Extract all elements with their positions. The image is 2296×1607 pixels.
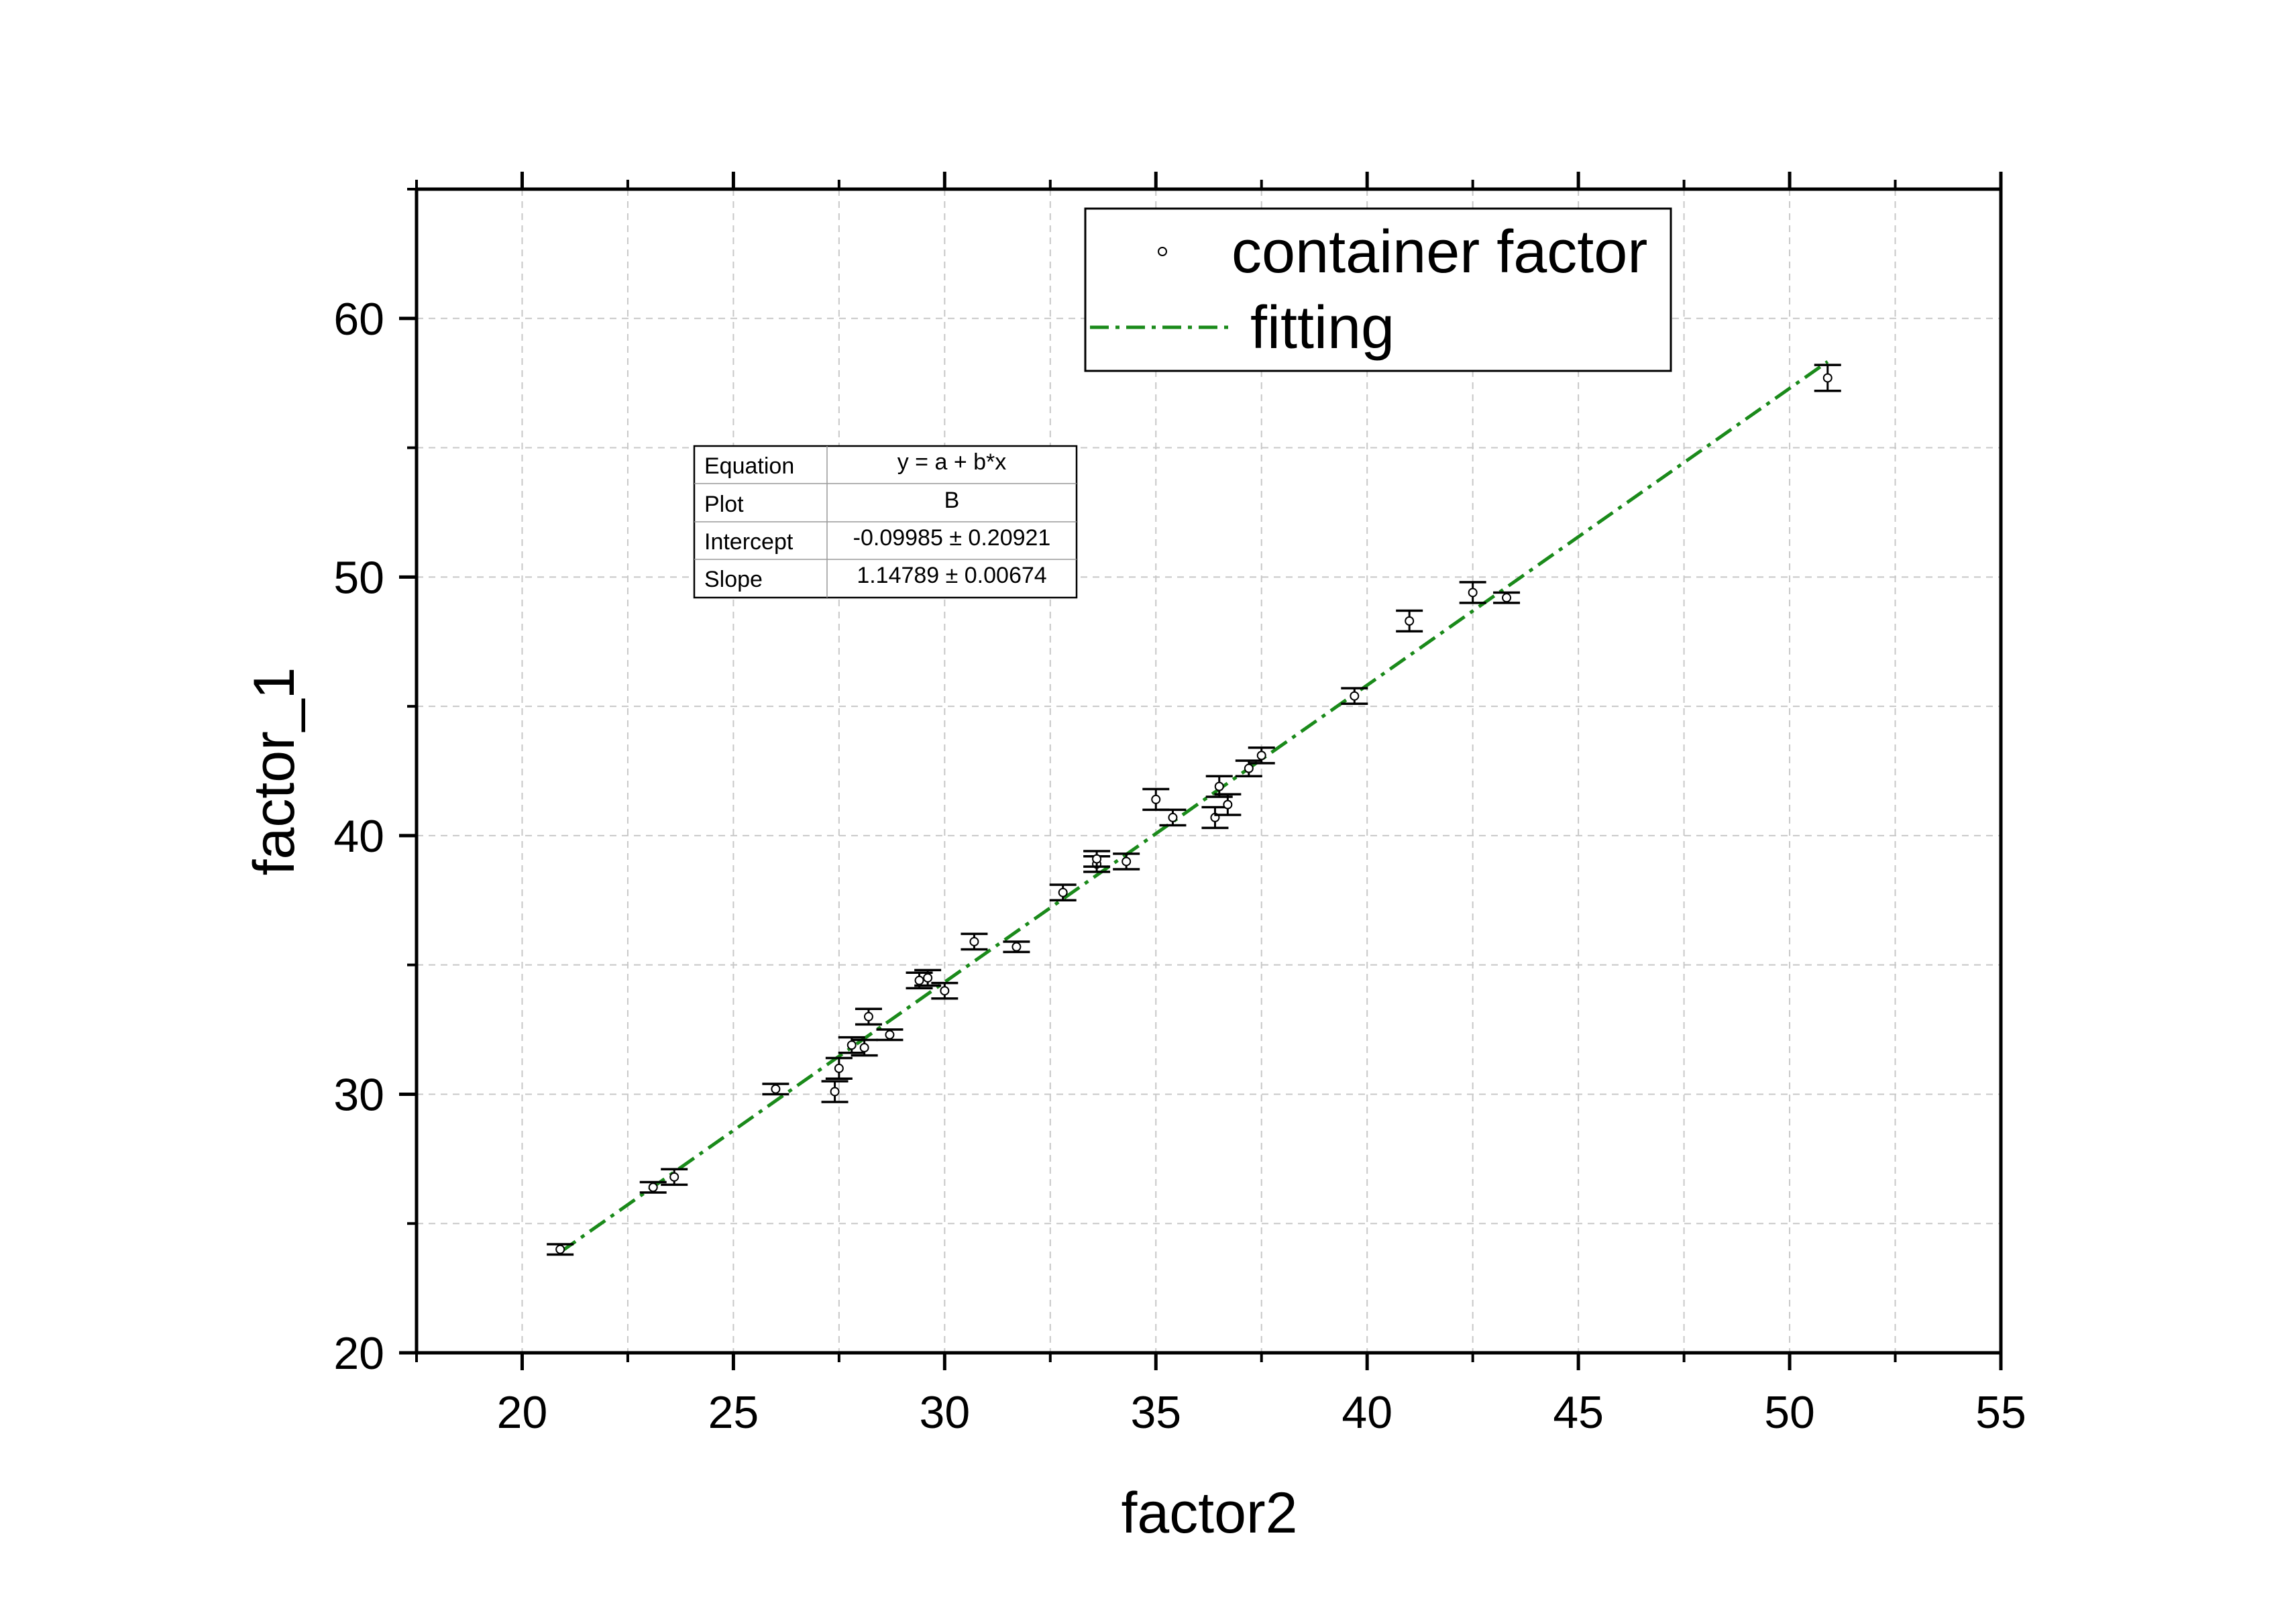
point-marker xyxy=(1151,794,1161,804)
data-points-layer xyxy=(547,364,1841,1256)
data-point xyxy=(821,1080,849,1103)
legend: container factor fitting xyxy=(1084,207,1672,372)
point-marker xyxy=(969,936,979,946)
y-axis-title: factor_1 xyxy=(242,667,307,876)
y-tick-label: 40 xyxy=(333,811,384,862)
point-marker xyxy=(914,975,924,985)
point-marker xyxy=(1122,856,1132,867)
grid-layer xyxy=(417,189,2001,1353)
data-point xyxy=(825,1056,853,1080)
data-point xyxy=(855,1007,882,1026)
point-marker xyxy=(1092,854,1102,864)
stats-value-equation: y = a + b*x xyxy=(897,449,1007,475)
stats-label-intercept: Intercept xyxy=(704,529,794,555)
data-point xyxy=(661,1168,688,1186)
data-point xyxy=(914,968,942,987)
x-axis-title: factor2 xyxy=(1122,1481,1298,1545)
point-marker xyxy=(1822,373,1833,383)
data-point xyxy=(762,1083,789,1096)
data-point xyxy=(1049,883,1077,902)
data-point xyxy=(1341,687,1368,706)
x-tick-label: 20 xyxy=(497,1387,548,1438)
x-tick-label: 55 xyxy=(1975,1387,2026,1438)
fitting-line xyxy=(559,360,1829,1254)
legend-marker-container-factor xyxy=(1158,247,1167,256)
data-point xyxy=(1113,852,1140,871)
point-marker xyxy=(1468,588,1478,598)
x-tick-label: 50 xyxy=(1764,1387,1815,1438)
data-point xyxy=(961,932,988,951)
data-point xyxy=(1248,746,1275,765)
point-marker xyxy=(1223,799,1233,810)
point-marker xyxy=(669,1172,679,1182)
data-point xyxy=(1205,775,1233,798)
data-point xyxy=(1814,364,1841,392)
stats-value-plot: B xyxy=(944,488,960,513)
legend-label-fitting: fitting xyxy=(1250,294,1395,362)
point-marker xyxy=(885,1030,895,1040)
data-point xyxy=(1159,808,1187,827)
data-point xyxy=(931,981,959,1000)
data-point xyxy=(851,1038,878,1057)
y-tick-label: 30 xyxy=(333,1069,384,1120)
data-point xyxy=(1396,609,1423,633)
data-point xyxy=(639,1180,667,1194)
point-marker xyxy=(859,1043,869,1053)
stats-label-plot: Plot xyxy=(704,492,744,517)
x-tick-label: 45 xyxy=(1553,1387,1604,1438)
point-marker xyxy=(1256,751,1266,761)
x-tick-label: 40 xyxy=(1342,1387,1392,1438)
legend-box xyxy=(1084,207,1672,372)
data-point xyxy=(1083,850,1111,868)
data-point xyxy=(1142,787,1170,812)
point-marker xyxy=(1058,887,1068,897)
point-marker xyxy=(830,1087,840,1097)
y-tick-label: 20 xyxy=(333,1328,384,1379)
point-marker xyxy=(1168,812,1178,822)
point-marker xyxy=(1350,691,1360,701)
data-point xyxy=(1003,940,1030,954)
data-point xyxy=(1493,591,1521,604)
fit-stats-table: Equation y = a + b*x Plot B Intercept -0… xyxy=(693,445,1078,599)
y-tick-label: 50 xyxy=(333,552,384,603)
stats-label-slope: Slope xyxy=(704,567,763,592)
x-tick-label: 30 xyxy=(920,1387,971,1438)
point-marker xyxy=(1214,781,1224,791)
y-tick-label: 60 xyxy=(333,294,384,345)
data-point xyxy=(547,1243,574,1256)
axis-ticks: 20 25 30 35 40 45 50 55 20 30 40 50 60 xyxy=(333,172,2026,1438)
point-marker xyxy=(846,1040,857,1050)
x-tick-label: 25 xyxy=(708,1387,759,1438)
stats-value-intercept: -0.09985 ± 0.20921 xyxy=(853,525,1051,551)
point-marker xyxy=(555,1244,565,1254)
legend-label-container-factor: container factor xyxy=(1232,219,1647,286)
data-point xyxy=(1459,581,1486,604)
point-marker xyxy=(1012,942,1022,952)
data-point xyxy=(876,1028,904,1042)
point-marker xyxy=(940,986,950,996)
point-marker xyxy=(834,1063,844,1073)
plot-frame xyxy=(415,187,2003,1355)
point-marker xyxy=(863,1011,873,1021)
point-marker xyxy=(771,1084,781,1094)
point-marker xyxy=(1502,593,1512,603)
stats-value-slope: 1.14789 ± 0.00674 xyxy=(857,563,1046,588)
point-marker xyxy=(1405,616,1415,626)
fit-line-layer xyxy=(559,360,1829,1254)
point-marker xyxy=(648,1182,658,1193)
point-marker xyxy=(1244,763,1254,773)
data-point xyxy=(1214,793,1242,816)
data-point xyxy=(1201,806,1229,830)
stats-label-equation: Equation xyxy=(704,453,794,479)
point-marker xyxy=(923,973,933,983)
x-tick-label: 35 xyxy=(1130,1387,1181,1438)
